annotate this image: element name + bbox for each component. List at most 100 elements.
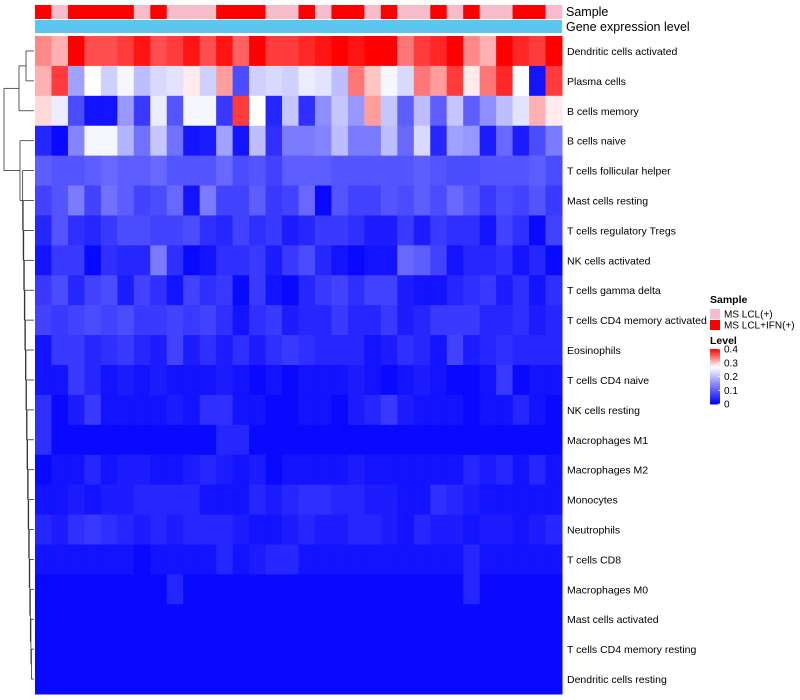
sample-annotation-cell — [364, 5, 382, 19]
heatmap-cell — [100, 544, 118, 575]
heatmap-cell — [413, 574, 431, 605]
heatmap-cell — [216, 365, 234, 396]
heatmap-cell — [51, 664, 69, 695]
heatmap-cell — [430, 544, 448, 575]
sample-annotation-cell — [199, 5, 217, 19]
heatmap-cell — [298, 664, 316, 695]
heatmap-cell — [479, 424, 497, 456]
heatmap-cell — [117, 215, 135, 246]
heatmap-cell — [364, 574, 382, 605]
heatmap-cell — [133, 275, 151, 306]
heatmap-cell — [282, 245, 299, 276]
sample-annotation-cell — [496, 5, 514, 19]
heatmap-cell — [463, 275, 481, 306]
heatmap-cell — [331, 95, 349, 127]
heatmap-cell — [35, 604, 52, 635]
legend-sample-swatch — [710, 320, 720, 330]
heatmap-cell — [117, 65, 135, 97]
heatmap-cell — [463, 634, 481, 665]
heatmap-cell — [133, 365, 151, 396]
heatmap-cell — [298, 365, 316, 396]
sample-annotation-cell — [298, 5, 316, 19]
heatmap-cell — [150, 634, 168, 665]
heatmap-cell — [183, 65, 201, 97]
heatmap-cell — [249, 365, 267, 396]
heatmap-cell — [446, 245, 464, 276]
heatmap-cell — [232, 215, 250, 246]
heatmap-cell — [232, 634, 250, 665]
heatmap-cell — [232, 125, 250, 157]
heatmap-cell — [380, 664, 398, 695]
heatmap-cell — [397, 514, 415, 545]
heatmap-cell — [150, 36, 168, 67]
heatmap-cell — [298, 484, 316, 516]
heatmap-cell — [35, 245, 52, 276]
heatmap-cell — [183, 574, 201, 605]
heatmap-cell — [199, 65, 217, 97]
heatmap-cell — [298, 454, 316, 486]
row-label: T cells CD4 naive — [567, 375, 649, 387]
heatmap-cell — [166, 275, 184, 306]
heatmap-cell — [430, 155, 448, 187]
heatmap-cell — [199, 424, 217, 456]
heatmap-cell — [397, 125, 415, 157]
heatmap-cell — [545, 155, 563, 187]
heatmap-cell — [331, 634, 349, 665]
heatmap-cell — [314, 454, 332, 486]
heatmap-cell — [298, 275, 316, 306]
heatmap-cell — [496, 514, 514, 545]
heatmap-cell — [249, 424, 267, 456]
row-label: Dendritic cells resting — [567, 674, 667, 686]
heatmap-cell — [282, 65, 299, 97]
heatmap-cell — [364, 484, 382, 516]
legend-level-gradient-step — [710, 364, 720, 366]
heatmap-cell — [364, 604, 382, 635]
heatmap-cell — [67, 335, 85, 366]
heatmap-cell — [166, 185, 184, 216]
heatmap-cell — [282, 514, 299, 545]
heatmap-cell — [380, 574, 398, 605]
heatmap-cell — [298, 125, 316, 157]
heatmap-cell — [529, 394, 547, 426]
heatmap-cell — [314, 65, 332, 97]
heatmap-cell — [512, 574, 530, 605]
heatmap-cell — [413, 155, 431, 187]
heatmap-cell — [463, 185, 481, 216]
heatmap-cell — [265, 155, 283, 187]
heatmap-cell — [166, 36, 184, 67]
heatmap-cell — [413, 394, 431, 426]
heatmap-cell — [529, 125, 547, 157]
heatmap-cell — [265, 215, 283, 246]
heatmap-cell — [512, 215, 530, 246]
sample-annotation-cell — [84, 5, 102, 19]
heatmap-cell — [183, 484, 201, 516]
heatmap-cell — [364, 275, 382, 306]
heatmap-cell — [133, 215, 151, 246]
heatmap-cell — [463, 365, 481, 396]
heatmap-cell — [512, 65, 530, 97]
heatmap-cell — [117, 604, 135, 635]
heatmap-cell — [446, 604, 464, 635]
heatmap-cell — [364, 65, 382, 97]
heatmap-cell — [166, 125, 184, 157]
sample-annotation-cell — [183, 5, 201, 19]
legend-level-gradient-step — [710, 360, 720, 362]
gene-expression-annotation-bar — [35, 20, 562, 33]
heatmap-cell — [331, 544, 349, 575]
legend-level-gradient-step — [710, 357, 720, 360]
heatmap-cell — [166, 514, 184, 545]
heatmap-cell — [430, 394, 448, 426]
heatmap-cell — [331, 394, 349, 426]
heatmap-cell — [529, 215, 547, 246]
heatmap-cell — [35, 664, 52, 695]
heatmap-cell — [51, 454, 69, 486]
row-label: Eosinophils — [567, 345, 621, 357]
legend-level-tick-label: 0.1 — [724, 386, 738, 397]
legend-level-gradient-step — [710, 386, 720, 388]
heatmap-cell — [364, 305, 382, 336]
row-label: Macrophages M1 — [567, 435, 648, 447]
heatmap-cell — [282, 544, 299, 575]
heatmap-cell — [331, 155, 349, 187]
heatmap-cell — [529, 424, 547, 456]
legend-level-gradient-step — [710, 349, 720, 351]
